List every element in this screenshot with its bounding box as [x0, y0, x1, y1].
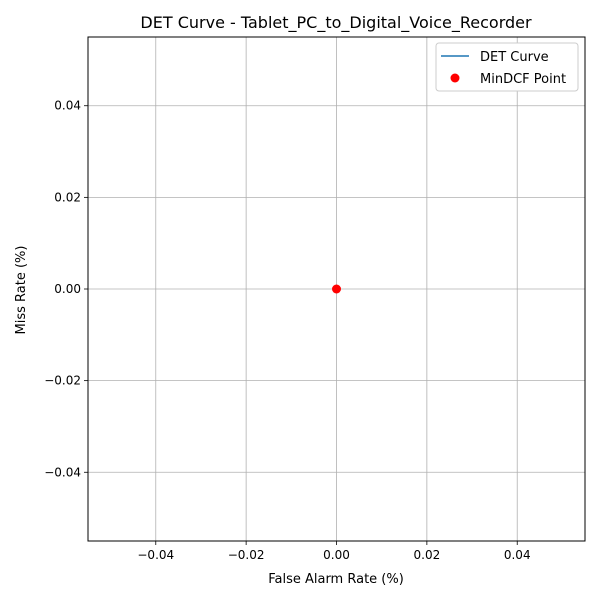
- x-tick-label: 0.00: [323, 548, 350, 562]
- x-tick-label: −0.04: [137, 548, 174, 562]
- legend-point-swatch: [450, 73, 460, 83]
- legend-box: [435, 42, 579, 92]
- y-tick-label: 0.02: [54, 190, 81, 204]
- x-tick-label: −0.02: [228, 548, 265, 562]
- x-tick-label: 0.02: [414, 548, 441, 562]
- mindcf-point: [332, 284, 341, 294]
- legend-label-mindcf-point: MinDCF Point: [480, 72, 566, 87]
- legend: DET Curve MinDCF Point: [435, 42, 579, 92]
- y-tick-label: −0.04: [44, 465, 81, 479]
- y-tick-label: 0.00: [54, 282, 81, 296]
- axis-ticks: −0.04 −0.02 0.00 0.02 0.04 −0.04 −0.02 0.00 0.02…: [44, 99, 530, 562]
- chart-title: DET Curve - Tablet_PC_to_Digital_Voice_R…: [140, 13, 532, 33]
- data-series: [332, 284, 341, 294]
- x-axis-label: False Alarm Rate (%): [268, 572, 404, 587]
- y-tick-label: 0.04: [54, 99, 81, 113]
- x-tick-label: 0.04: [504, 548, 531, 562]
- y-tick-label: −0.02: [44, 374, 81, 388]
- legend-label-det-curve: DET Curve: [480, 50, 549, 65]
- y-axis-label: Miss Rate (%): [14, 246, 29, 335]
